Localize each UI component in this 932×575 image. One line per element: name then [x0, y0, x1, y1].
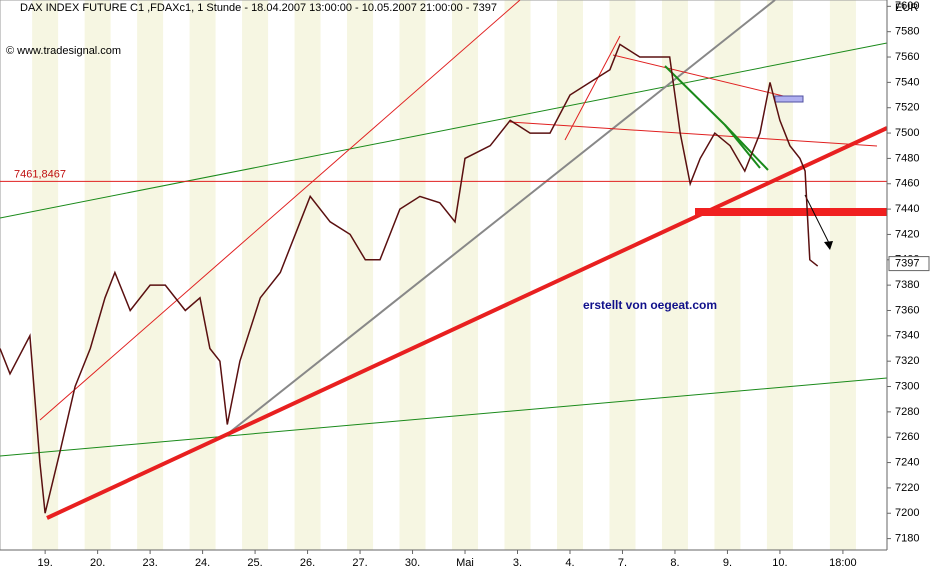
- x-tick-label: Mai: [456, 557, 474, 569]
- annotation: erstellt von oegeat.com: [583, 298, 717, 312]
- x-tick-label: 9.: [723, 557, 732, 569]
- day-stripe: [661, 0, 688, 550]
- trend-line: [509, 121, 878, 147]
- y-tick-label: 7340: [895, 330, 919, 342]
- day-stripe: [189, 0, 216, 550]
- source: © www.tradesignal.com: [6, 45, 121, 57]
- y-tick-label: 7460: [895, 178, 919, 190]
- x-tick-label: 4.: [565, 557, 574, 569]
- day-stripe: [84, 0, 111, 550]
- x-axis-area: [0, 550, 887, 575]
- y-tick-label: 7180: [895, 533, 919, 545]
- day-stripe: [399, 0, 426, 550]
- x-tick-label: 7.: [618, 557, 627, 569]
- y-tick-label: 7260: [895, 431, 919, 443]
- y-tick-label: 7240: [895, 456, 919, 468]
- chart-title: DAX INDEX FUTURE C1 ,FDAXc1, 1 Stunde - …: [20, 2, 497, 14]
- level-label: 7461,8467: [14, 168, 66, 180]
- y-tick-label: 7440: [895, 203, 919, 215]
- x-tick-label: 24.: [195, 557, 210, 569]
- plot-frame: [0, 0, 888, 551]
- day-stripe: [242, 0, 269, 550]
- trend-lines: [0, 0, 888, 520]
- support-line: [46, 126, 888, 520]
- y-tick-label: 7280: [895, 406, 919, 418]
- y-tick-label: 7380: [895, 279, 919, 291]
- trend-line: [564, 35, 621, 141]
- arrow-head: [824, 241, 833, 250]
- y-tick-label: 7540: [895, 76, 919, 88]
- marker-box: [774, 95, 804, 103]
- y-tick-label: 7200: [895, 507, 919, 519]
- day-stripe: [714, 0, 741, 550]
- x-tick-label: 25.: [247, 557, 262, 569]
- y-tick-label: 7560: [895, 51, 919, 63]
- day-stripe: [829, 0, 856, 550]
- y-tick-label: 7320: [895, 355, 919, 367]
- y-tick-label: 7420: [895, 228, 919, 240]
- trend-line: [0, 377, 888, 457]
- x-tick-label: 8.: [670, 557, 679, 569]
- x-tick-label: 20.: [90, 557, 105, 569]
- y-axis-label: EUR: [895, 2, 918, 14]
- y-tick-label: 7520: [895, 102, 919, 114]
- x-tick-label: 30.: [405, 557, 420, 569]
- trend-line: [724, 124, 761, 169]
- day-stripe: [504, 0, 531, 550]
- y-tick-label: 7360: [895, 304, 919, 316]
- last-value-label: 7397: [895, 258, 919, 270]
- last-value-box: [888, 256, 930, 272]
- x-tick-label: 27.: [352, 557, 367, 569]
- x-tick-label: 26.: [300, 557, 315, 569]
- trend-line: [612, 54, 801, 101]
- trend-line: [39, 0, 521, 421]
- day-stripe: [137, 0, 164, 550]
- day-stripe: [32, 0, 59, 550]
- day-stripe: [766, 0, 793, 550]
- support-zone: [695, 208, 887, 216]
- trend-line: [0, 42, 888, 219]
- day-stripe: [294, 0, 321, 550]
- trend-line: [224, 0, 776, 437]
- x-tick-label: 3.: [513, 557, 522, 569]
- day-stripe: [609, 0, 636, 550]
- price-line: [0, 43, 819, 514]
- y-tick-label: 7220: [895, 482, 919, 494]
- y-tick-label: 7600: [895, 0, 919, 12]
- day-stripe: [347, 0, 374, 550]
- x-tick-label: 10.: [772, 557, 787, 569]
- x-tick-label: 19.: [37, 557, 52, 569]
- y-tick-label: 7580: [895, 26, 919, 38]
- background: [32, 0, 856, 550]
- arrow: [804, 194, 831, 246]
- y-tick-label: 7500: [895, 127, 919, 139]
- y-tick-label: 7300: [895, 380, 919, 392]
- y-tick-label: 7480: [895, 152, 919, 164]
- day-stripe: [452, 0, 479, 550]
- x-tick-label: 23.: [142, 557, 157, 569]
- y-axis-area: [887, 0, 932, 575]
- x-tick-label: 18:00: [829, 557, 857, 569]
